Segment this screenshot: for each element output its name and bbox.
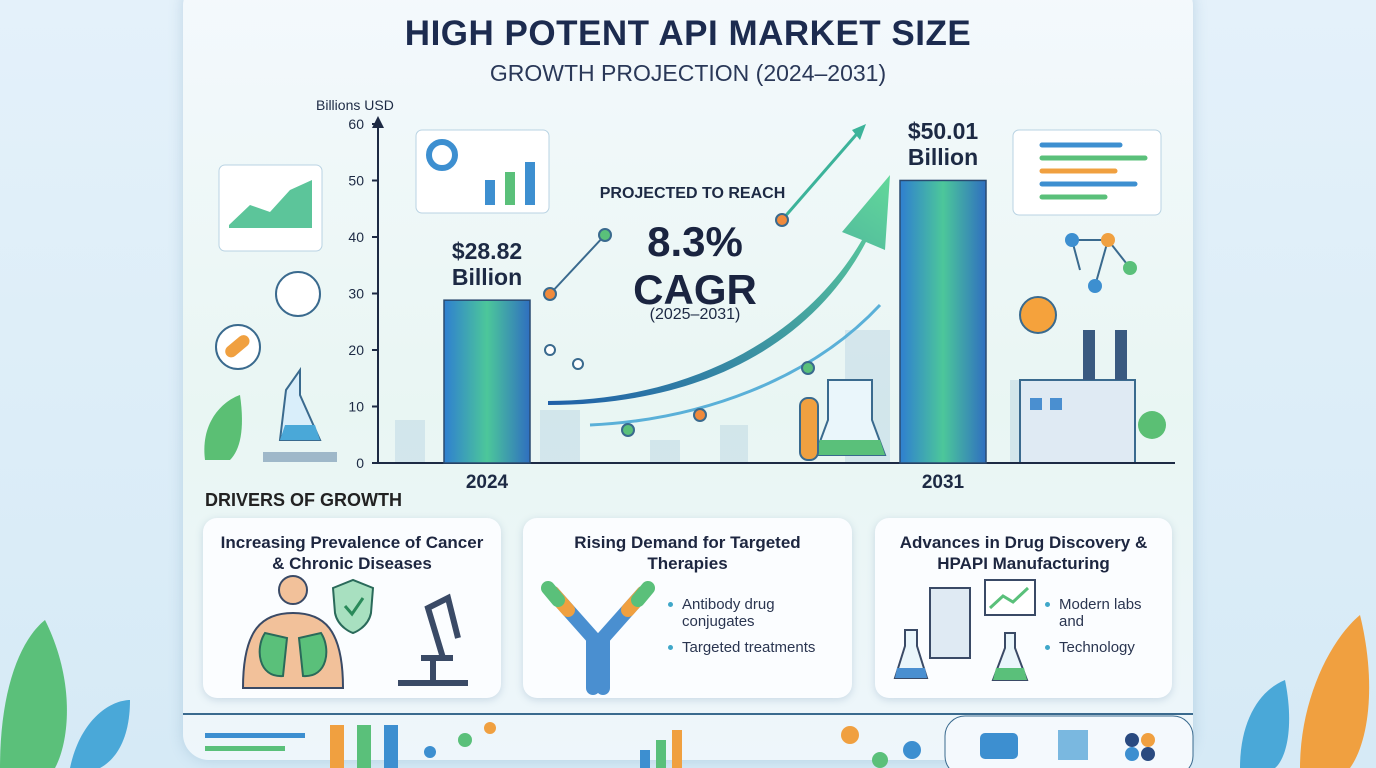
- card-icon: [241, 575, 468, 689]
- trend-line: [589, 303, 882, 427]
- trend-line: [780, 127, 864, 221]
- value-label: $28.82 Billion: [451, 238, 523, 291]
- title: HIGH POTENT API MARKET SIZE: [404, 14, 972, 53]
- card-title: Rising Demand for Targeted Therapies: [574, 533, 801, 573]
- annotation: PROJECTED TO REACH: [599, 185, 786, 202]
- bullet-list: Modern labs and Technology: [1045, 596, 1165, 665]
- x-tick-label: 2024: [465, 472, 509, 493]
- leaf: [70, 700, 130, 768]
- y-tick-label: 60: [348, 116, 364, 132]
- driver-card: Advances in Drug Discovery & HPAPI Manuf…: [875, 518, 1172, 698]
- card-title: Advances in Drug Discovery & HPAPI Manuf…: [899, 533, 1148, 573]
- y-tick-label: 10: [348, 399, 364, 415]
- leaf: [1240, 680, 1290, 768]
- driver-card: Rising Demand for Targeted Therapies Ant…: [523, 518, 852, 698]
- y-tick-label: 50: [348, 173, 364, 189]
- left-icons: [204, 129, 550, 462]
- y-tick-label: 0: [356, 455, 364, 471]
- subtitle: GROWTH PROJECTION (2024–2031): [489, 60, 887, 86]
- bullet: Technology: [1045, 639, 1165, 656]
- card-icon: [541, 581, 655, 695]
- bar: [443, 299, 531, 464]
- y-tick-label: 40: [348, 229, 364, 245]
- bullet: Targeted treatments: [668, 639, 838, 656]
- section-title: DRIVERS OF GROWTH: [205, 490, 402, 510]
- y-tick-label: 30: [348, 286, 364, 302]
- right-icons: [799, 129, 1166, 464]
- bullet: Modern labs and: [1045, 596, 1165, 630]
- value-label: $50.01 Billion: [907, 118, 979, 171]
- card-icon: [893, 579, 1036, 681]
- leaf: [1300, 615, 1370, 768]
- bottom-icons: [205, 715, 1194, 768]
- bullet: Antibody drug conjugates: [668, 596, 838, 630]
- y-tick-label: 20: [348, 342, 364, 358]
- bullet-list: Antibody drug conjugates Targeted treatm…: [668, 596, 838, 665]
- driver-card: Increasing Prevalence of Cancer & Chroni…: [203, 518, 501, 698]
- arrow-head: [852, 124, 866, 140]
- annotation-period: (2025–2031): [649, 306, 741, 323]
- leaf: [0, 620, 67, 768]
- dots: [543, 213, 815, 437]
- card-title: Increasing Prevalence of Cancer & Chroni…: [220, 533, 484, 573]
- annotation-cagr: 8.3% CAGR: [633, 218, 757, 313]
- x-tick-label: 2031: [921, 472, 965, 493]
- y-axis-label: Billions USD: [316, 97, 394, 113]
- bar: [899, 179, 987, 464]
- y-axis-arrow: [372, 116, 384, 128]
